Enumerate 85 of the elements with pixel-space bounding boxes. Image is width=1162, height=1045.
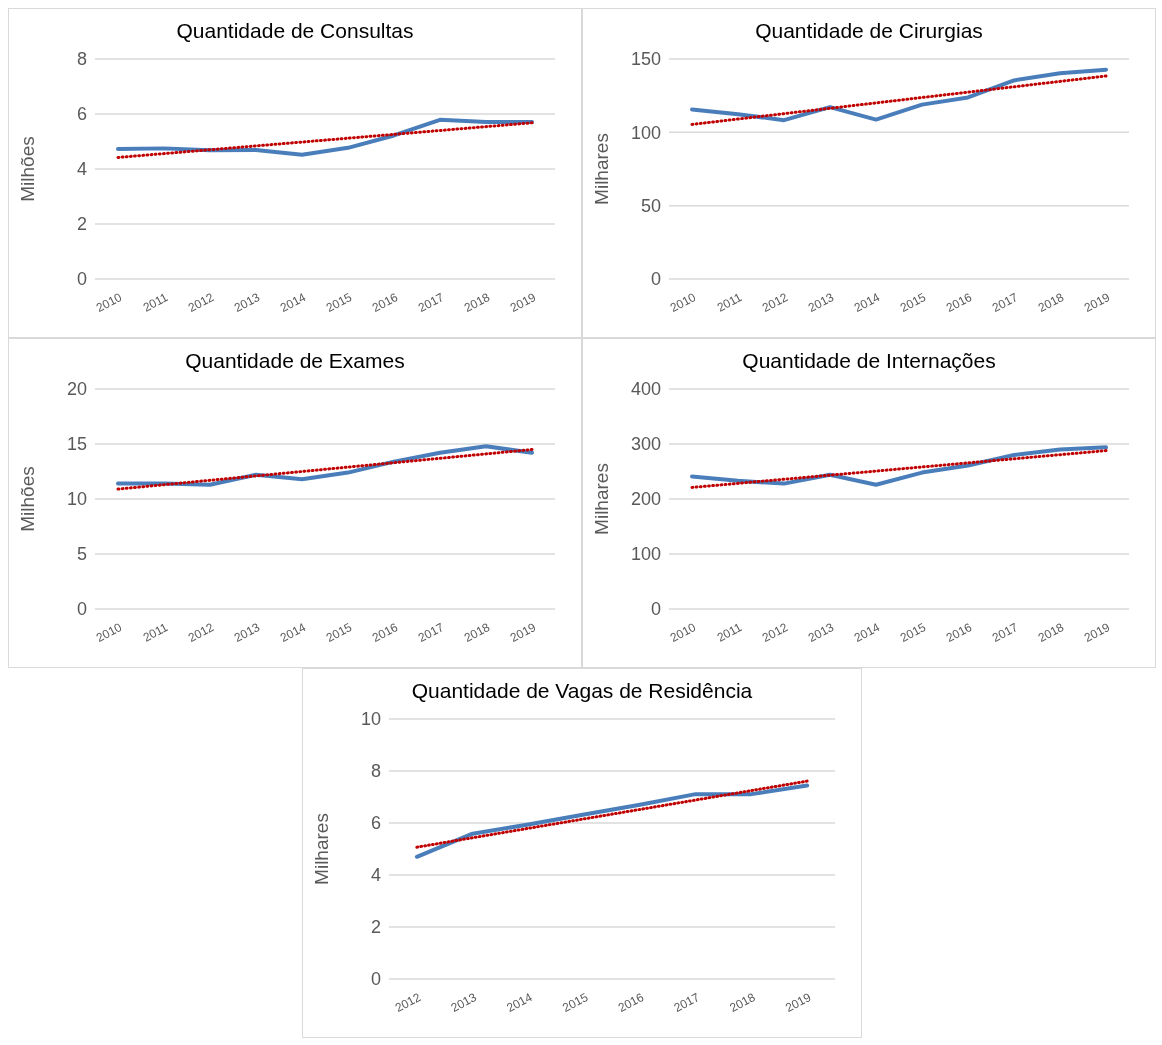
x-tick-label: 2018: [1035, 289, 1067, 316]
y-tick-label: 100: [630, 122, 661, 143]
x-tick-label: 2012: [759, 289, 791, 316]
x-tick-label: 2017: [989, 619, 1021, 646]
y-tick-label: 0: [76, 269, 87, 290]
y-axis-title: Milhares: [590, 133, 612, 205]
y-tick-label: 6: [370, 813, 381, 834]
x-tick-label: 2010: [93, 619, 125, 646]
x-tick-label: 2016: [943, 619, 975, 646]
x-tick-label: 2016: [615, 989, 647, 1016]
x-tick-label: 2018: [461, 619, 493, 646]
x-tick-label: 2016: [369, 619, 401, 646]
x-tick-label: 2014: [851, 619, 883, 646]
x-tick-label: 2012: [185, 619, 217, 646]
y-tick-label: 150: [630, 49, 661, 70]
x-tick-label: 2012: [392, 989, 424, 1016]
x-tick-label: 2011: [714, 619, 745, 645]
x-tick-label: 2010: [667, 619, 699, 646]
x-tick-label: 2012: [185, 289, 217, 316]
y-tick-label: 15: [66, 434, 87, 455]
x-tick-label: 2017: [989, 289, 1021, 316]
x-tick-label: 2013: [231, 289, 263, 316]
x-tick-label: 2017: [415, 619, 447, 646]
y-axis-title: Milhões: [16, 466, 38, 532]
y-tick-label: 10: [360, 709, 381, 730]
x-tick-label: 2013: [805, 619, 837, 646]
chart-title: Quantidade de Cirurgias: [754, 19, 984, 43]
x-tick-label: 2010: [93, 289, 125, 316]
x-tick-label: 2018: [727, 989, 758, 1016]
x-tick-label: 2019: [1081, 289, 1113, 316]
y-tick-label: 50: [640, 196, 661, 217]
chart-title: Quantidade de Vagas de Residência: [410, 679, 754, 703]
y-tick-label: 0: [650, 599, 661, 620]
x-tick-label: 2014: [277, 289, 309, 316]
x-tick-label: 2011: [140, 289, 171, 315]
x-tick-label: 2014: [504, 989, 535, 1016]
x-tick-label: 2019: [1081, 619, 1113, 646]
x-tick-label: 2010: [667, 289, 699, 316]
y-axis-title: Milhões: [16, 136, 38, 202]
y-tick-label: 0: [370, 969, 381, 990]
line-series: [690, 67, 1108, 123]
y-tick-label: 300: [630, 434, 661, 455]
y-tick-label: 100: [630, 544, 661, 565]
x-tick-label: 2011: [714, 289, 745, 315]
y-tick-label: 10: [66, 489, 87, 510]
y-tick-label: 2: [370, 917, 381, 938]
line-series: [414, 783, 810, 859]
y-tick-label: 5: [76, 544, 87, 565]
x-tick-label: 2018: [461, 289, 493, 316]
y-tick-label: 8: [76, 49, 87, 70]
y-tick-label: 0: [76, 599, 87, 620]
x-tick-label: 2019: [783, 989, 814, 1016]
x-tick-label: 2017: [671, 989, 703, 1016]
x-tick-label: 2014: [851, 289, 883, 316]
x-tick-label: 2016: [369, 289, 401, 316]
chart-title: Quantidade de Exames: [184, 349, 406, 373]
x-tick-label: 2019: [507, 619, 539, 646]
x-tick-label: 2013: [805, 289, 837, 316]
y-tick-label: 8: [370, 761, 381, 782]
x-tick-label: 2011: [140, 619, 171, 645]
x-tick-label: 2015: [897, 289, 929, 316]
y-tick-label: 6: [76, 104, 87, 125]
x-tick-label: 2014: [277, 619, 309, 646]
y-tick-label: 400: [630, 379, 661, 400]
x-tick-label: 2015: [897, 619, 929, 646]
y-tick-label: 0: [650, 269, 661, 290]
x-tick-label: 2015: [560, 989, 591, 1016]
chart-title: Quantidade de Consultas: [175, 19, 415, 43]
x-tick-label: 2013: [448, 989, 480, 1016]
x-tick-label: 2017: [415, 289, 447, 316]
x-tick-label: 2019: [507, 289, 539, 316]
y-tick-label: 4: [76, 159, 87, 180]
x-tick-label: 2013: [231, 619, 263, 646]
x-tick-label: 2015: [323, 289, 355, 316]
y-tick-label: 4: [370, 865, 381, 886]
y-tick-label: 20: [66, 379, 87, 400]
x-tick-label: 2018: [1035, 619, 1067, 646]
y-tick-label: 2: [76, 214, 87, 235]
y-tick-label: 200: [630, 489, 661, 510]
x-tick-label: 2015: [323, 619, 355, 646]
chart-title: Quantidade de Internações: [741, 349, 997, 373]
y-axis-title: Milhares: [590, 463, 612, 535]
x-tick-label: 2012: [759, 619, 791, 646]
x-tick-label: 2016: [943, 289, 975, 316]
y-axis-title: Milhares: [310, 813, 332, 885]
